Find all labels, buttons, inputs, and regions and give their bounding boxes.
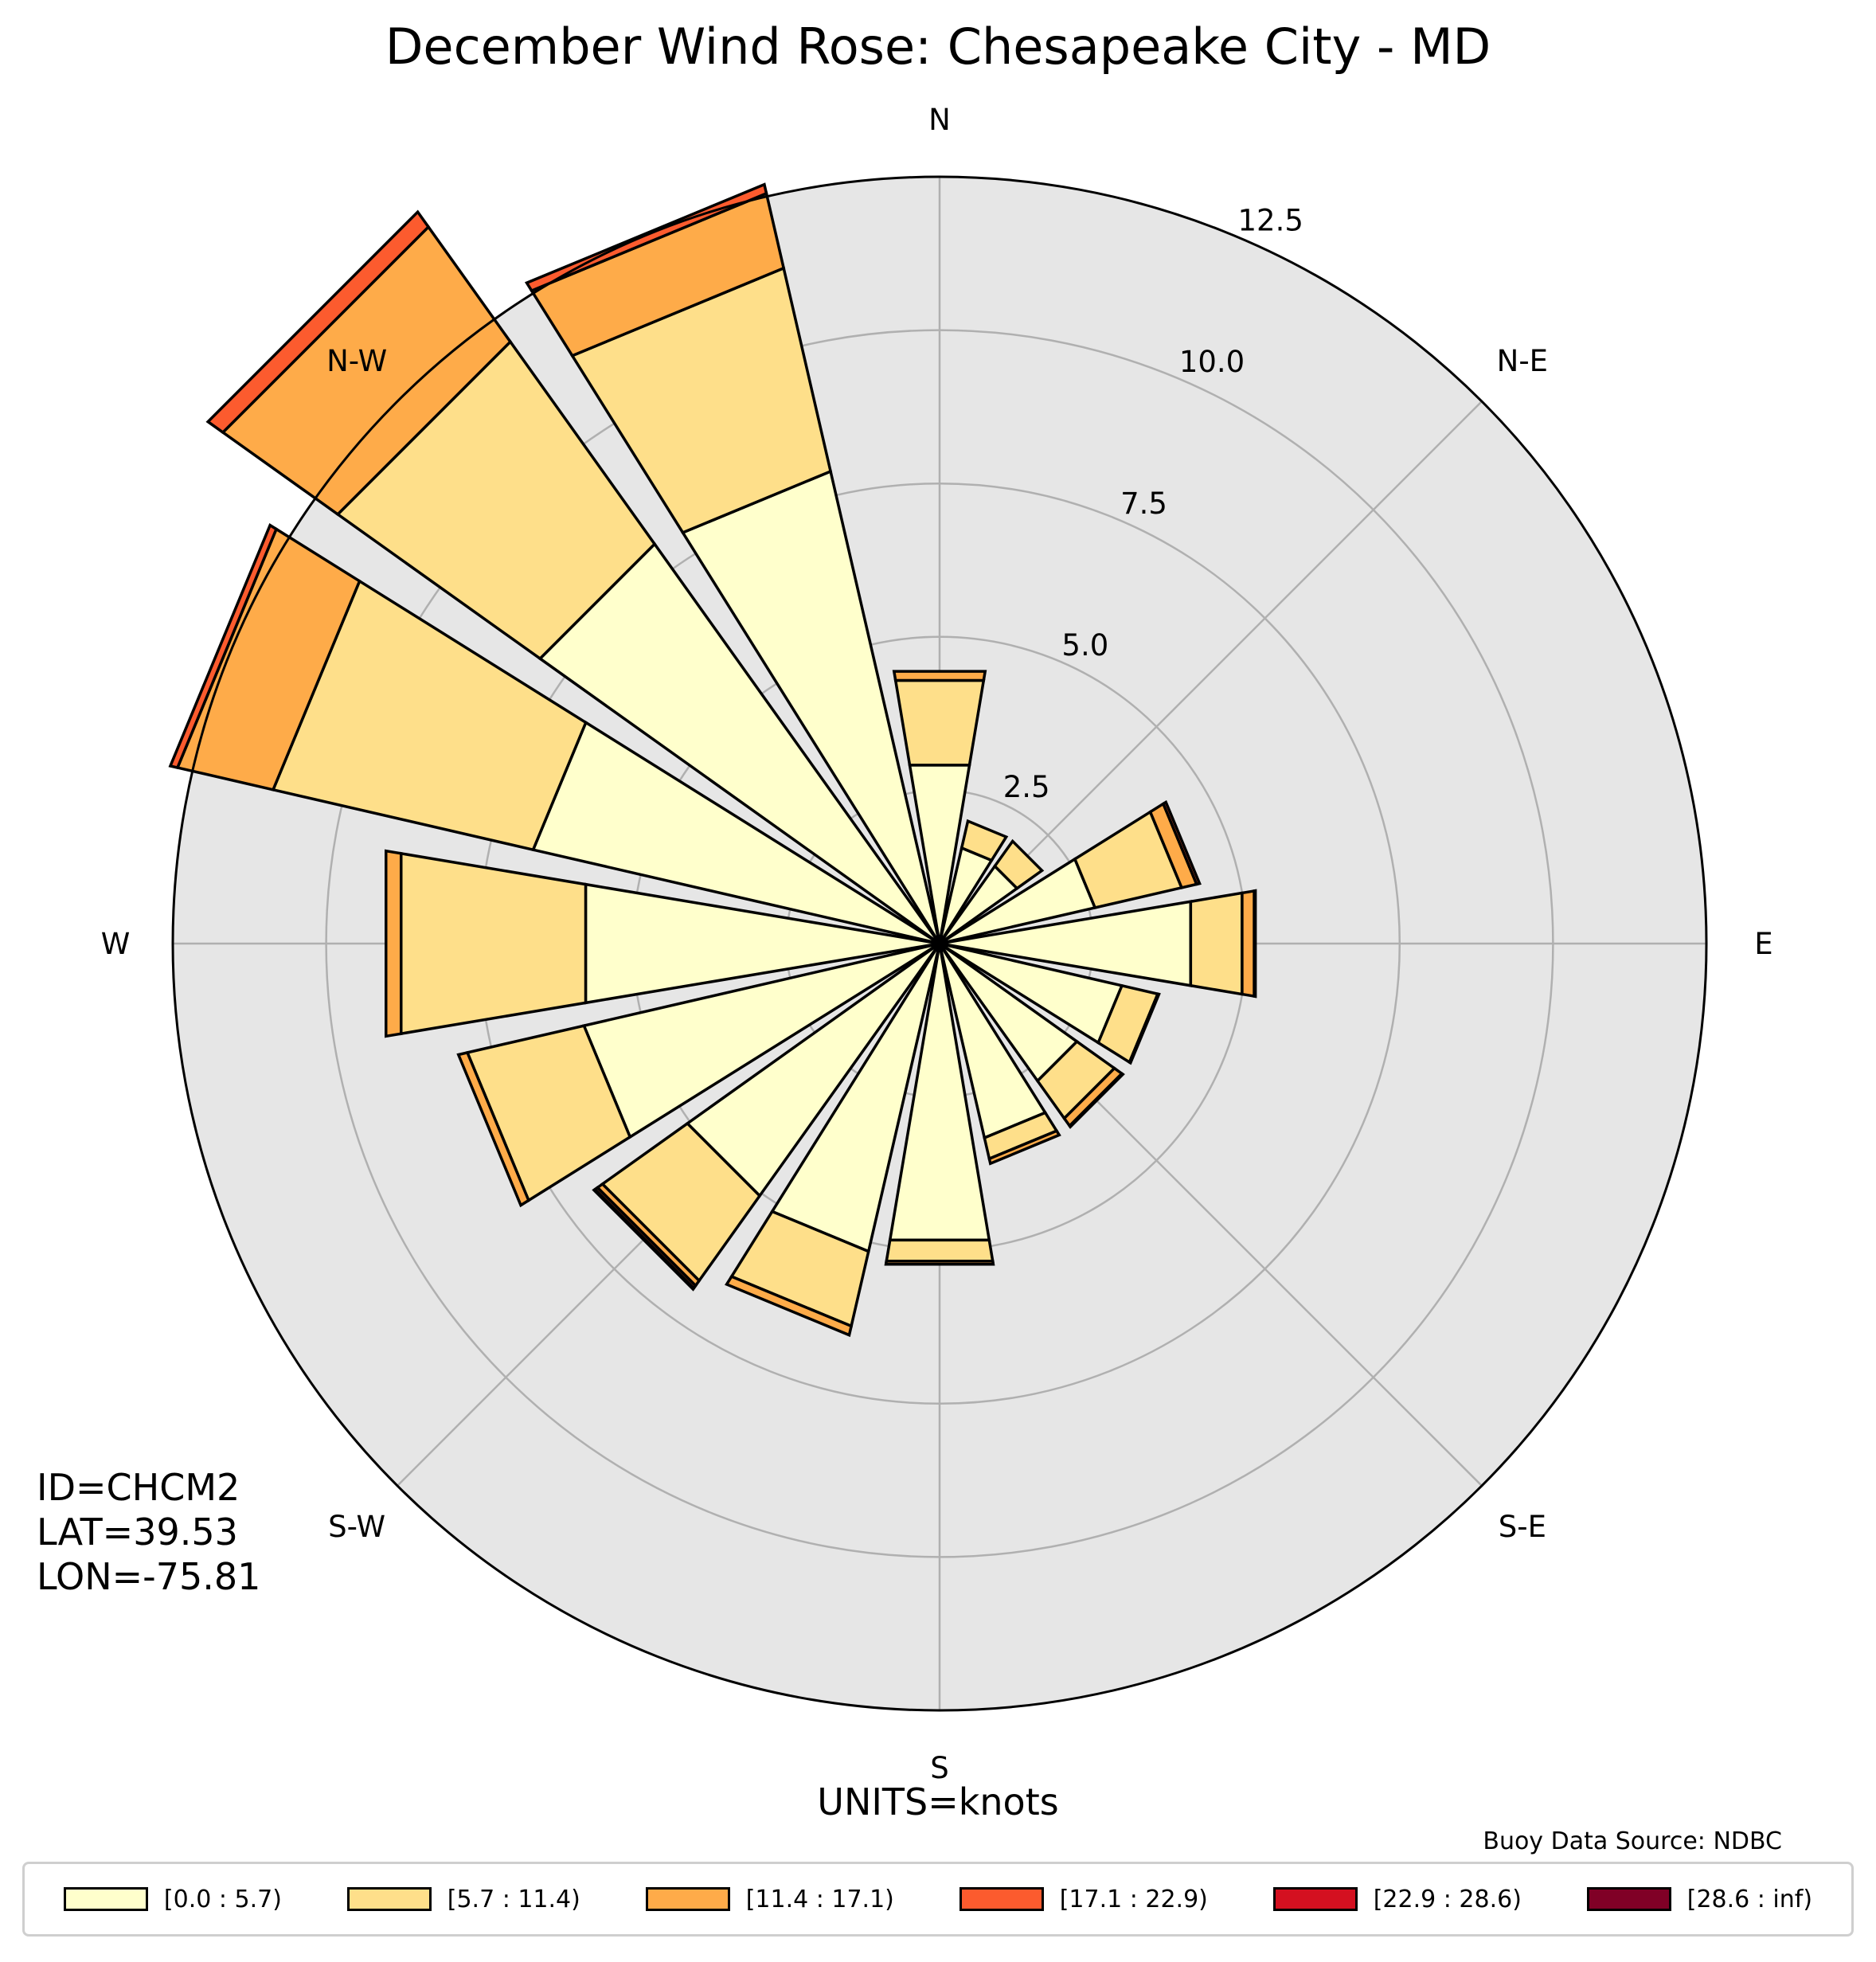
legend-item: [17.1 : 22.9) bbox=[959, 1886, 1208, 1913]
polar-frame bbox=[171, 175, 1708, 1712]
station-info: ID=CHCM2 LAT=39.53 LON=-75.81 bbox=[37, 1465, 260, 1599]
bar-E-bin-4 bbox=[1253, 889, 1257, 999]
radial-tick-label: 12.5 bbox=[1238, 203, 1303, 237]
data-source-label: Buoy Data Source: NDBC bbox=[1483, 1827, 1782, 1855]
direction-label-N-E: N-E bbox=[1497, 344, 1548, 378]
wind-rose-chart: 2.5 5.0 7.5 10.0 12.5 N N-E E S-E S S-W W N-W bbox=[101, 103, 1773, 1784]
bar-E-bin-2 bbox=[1241, 889, 1256, 999]
bar-E-bin-1 bbox=[1189, 891, 1244, 996]
direction-label-N: N bbox=[928, 103, 951, 137]
legend-swatch bbox=[645, 1887, 730, 1911]
legend-item: [28.6 : inf) bbox=[1586, 1885, 1813, 1913]
bar-WNW-bin-3 bbox=[168, 523, 279, 770]
radial-tick-label: 7.5 bbox=[1120, 487, 1167, 521]
legend-swatch bbox=[1272, 1887, 1358, 1911]
legend-swatch bbox=[346, 1887, 432, 1911]
grid-spoke-1 bbox=[939, 401, 1483, 944]
legend-swatch bbox=[1586, 1887, 1671, 1911]
radial-tick-label: 2.5 bbox=[1003, 770, 1050, 804]
bar-ESE-bin-2 bbox=[1128, 992, 1161, 1065]
direction-label-S-W: S-W bbox=[328, 1510, 385, 1544]
direction-label-W: W bbox=[101, 927, 131, 961]
direction-label-S-E: S-E bbox=[1499, 1510, 1546, 1544]
bar-W-bin-1 bbox=[399, 851, 588, 1036]
legend-label: [28.6 : inf) bbox=[1686, 1885, 1813, 1913]
radial-tick-labels: 2.5 5.0 7.5 10.0 12.5 bbox=[1003, 203, 1303, 804]
bar-SSE-bin-2 bbox=[987, 1129, 1061, 1166]
bar-S-bin-2 bbox=[884, 1260, 995, 1266]
legend-label: [17.1 : 22.9) bbox=[1059, 1885, 1208, 1913]
legend-label: [5.7 : 11.4) bbox=[447, 1885, 580, 1913]
bar-NW-bin-3 bbox=[205, 209, 431, 435]
legend-item: [11.4 : 17.1) bbox=[645, 1885, 894, 1913]
legend-label: [22.9 : 28.6) bbox=[1373, 1885, 1522, 1913]
wind-bars bbox=[168, 182, 1257, 1338]
bar-SW-bin-4 bbox=[592, 1187, 696, 1292]
station-id: ID=CHCM2 bbox=[37, 1466, 240, 1509]
legend-label: [0.0 : 5.7) bbox=[163, 1885, 282, 1913]
bar-NNW-bin-3 bbox=[524, 182, 768, 293]
direction-labels: N N-E E S-E S S-W W N-W bbox=[101, 103, 1773, 1784]
legend-label: [11.4 : 17.1) bbox=[745, 1885, 894, 1913]
radial-tick-label: 5.0 bbox=[1061, 628, 1108, 662]
units-label: UNITS=knots bbox=[817, 1780, 1059, 1823]
bar-W-bin-2 bbox=[385, 849, 403, 1038]
legend-swatch bbox=[63, 1887, 148, 1911]
bar-NNE-bin-1 bbox=[959, 819, 1009, 862]
bar-SSW-bin-2 bbox=[725, 1274, 854, 1338]
legend-item: [5.7 : 11.4) bbox=[346, 1885, 580, 1913]
direction-label-S: S bbox=[930, 1751, 949, 1784]
bar-WSW-bin-2 bbox=[456, 1050, 531, 1208]
legend-swatch bbox=[959, 1887, 1044, 1911]
bar-S-bin-1 bbox=[885, 1238, 995, 1263]
direction-label-N-W: N-W bbox=[326, 344, 387, 378]
legend-item: [0.0 : 5.7) bbox=[63, 1885, 282, 1913]
bar-N-bin-2 bbox=[892, 670, 987, 682]
bar-ENE-bin-3 bbox=[1161, 799, 1202, 886]
chart-title: December Wind Rose: Chesapeake City - MD bbox=[385, 18, 1491, 76]
station-lon: LON=-75.81 bbox=[37, 1555, 261, 1598]
station-lat: LAT=39.53 bbox=[37, 1511, 238, 1554]
bar-NE-bin-1 bbox=[993, 838, 1045, 890]
bar-SE-bin-4 bbox=[1068, 1072, 1125, 1129]
legend: [0.0 : 5.7) [5.7 : 11.4) [11.4 : 17.1) [17.… bbox=[22, 1862, 1854, 1937]
direction-label-E: E bbox=[1754, 927, 1772, 961]
bar-N-bin-1 bbox=[893, 678, 986, 767]
legend-item: [22.9 : 28.6) bbox=[1272, 1885, 1522, 1913]
radial-tick-label: 10.0 bbox=[1179, 345, 1245, 379]
